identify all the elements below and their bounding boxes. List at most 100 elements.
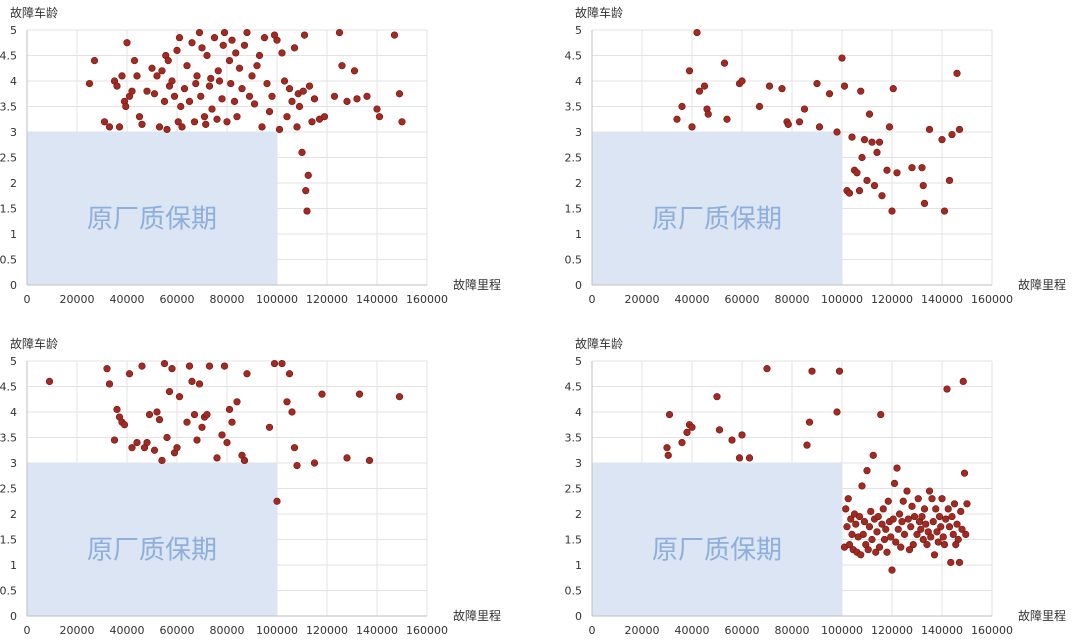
y-tick-label: 3 xyxy=(575,126,582,139)
data-point xyxy=(233,113,241,121)
x-tick-label: 0 xyxy=(24,293,31,306)
data-point xyxy=(228,418,236,426)
data-point xyxy=(265,423,274,431)
data-point xyxy=(919,535,927,544)
data-point xyxy=(857,87,865,95)
data-point xyxy=(173,444,181,452)
data-point xyxy=(939,533,947,541)
data-point xyxy=(398,118,406,126)
data-point xyxy=(185,97,194,105)
data-point xyxy=(233,398,241,406)
data-point xyxy=(375,113,384,121)
data-point xyxy=(278,359,286,368)
y-axis-title: 故障车龄 xyxy=(575,336,623,351)
data-point xyxy=(195,380,204,388)
data-point xyxy=(158,67,166,75)
y-tick-label: 0.5 xyxy=(565,585,583,598)
data-point xyxy=(888,207,896,215)
data-point xyxy=(295,102,304,111)
data-point xyxy=(310,459,319,467)
data-point xyxy=(808,367,816,375)
x-tick-label: 100000 xyxy=(256,293,298,306)
data-point xyxy=(275,125,284,134)
data-point xyxy=(665,410,674,419)
data-point xyxy=(298,148,306,156)
warranty-region-label: 原厂质保期 xyxy=(652,205,782,235)
data-point xyxy=(165,388,174,396)
data-point xyxy=(685,67,694,75)
data-point xyxy=(877,410,885,419)
data-point xyxy=(164,56,172,65)
data-point xyxy=(715,426,724,434)
x-tick-label: 160000 xyxy=(406,293,448,306)
x-tick-label: 20000 xyxy=(60,624,95,637)
data-point xyxy=(363,92,371,100)
data-point xyxy=(917,525,925,533)
y-tick-label: 1 xyxy=(10,228,17,241)
data-point xyxy=(85,79,94,88)
y-tick-label: 3.5 xyxy=(565,432,583,445)
data-point xyxy=(892,538,900,546)
data-point xyxy=(869,451,877,459)
data-point xyxy=(198,44,206,52)
y-tick-label: 1.5 xyxy=(565,534,583,547)
data-point xyxy=(213,454,221,462)
data-point xyxy=(920,505,929,513)
data-point xyxy=(207,74,215,83)
data-point xyxy=(330,92,339,100)
data-point xyxy=(283,113,291,121)
data-point xyxy=(894,525,902,533)
x-tick-label: 40000 xyxy=(675,293,710,306)
data-point xyxy=(893,169,901,177)
data-point xyxy=(299,87,307,95)
data-point xyxy=(103,365,111,373)
data-point xyxy=(235,64,244,72)
data-point xyxy=(203,51,211,60)
data-point xyxy=(355,390,364,398)
data-point xyxy=(863,467,871,475)
data-point xyxy=(678,102,686,111)
data-point xyxy=(960,469,969,477)
data-point xyxy=(150,90,159,98)
data-point xyxy=(922,520,930,528)
x-tick-label: 80000 xyxy=(210,624,245,637)
data-point xyxy=(192,79,200,88)
data-point xyxy=(395,393,404,401)
data-point xyxy=(864,546,872,554)
data-point xyxy=(285,85,294,93)
x-tick-label: 60000 xyxy=(160,624,195,637)
data-point xyxy=(825,90,834,98)
data-point xyxy=(953,520,961,528)
data-point xyxy=(883,166,891,174)
data-point xyxy=(949,530,957,539)
data-point xyxy=(185,362,194,370)
y-tick-label: 2 xyxy=(10,177,17,190)
y-tick-label: 1.5 xyxy=(565,203,583,216)
data-point xyxy=(723,115,731,123)
x-tick-label: 120000 xyxy=(306,293,348,306)
data-point xyxy=(865,523,874,531)
data-point xyxy=(175,393,184,401)
data-point xyxy=(278,49,286,57)
data-point xyxy=(148,64,156,72)
x-tick-label: 100000 xyxy=(256,624,298,637)
data-point xyxy=(113,405,121,414)
data-point xyxy=(273,36,281,44)
data-point xyxy=(223,118,231,126)
data-point xyxy=(174,118,182,126)
x-tick-label: 160000 xyxy=(406,624,448,637)
data-point xyxy=(218,431,226,439)
data-point xyxy=(113,82,121,90)
data-point xyxy=(878,192,886,200)
data-point xyxy=(177,102,185,111)
data-point xyxy=(173,46,181,55)
data-point xyxy=(270,359,279,368)
y-tick-label: 3 xyxy=(575,457,582,470)
data-point xyxy=(105,380,114,388)
data-point xyxy=(343,97,351,105)
data-point xyxy=(125,370,134,378)
data-point xyxy=(143,87,151,95)
data-point xyxy=(959,377,967,386)
data-point xyxy=(940,207,949,215)
data-point xyxy=(293,461,301,470)
